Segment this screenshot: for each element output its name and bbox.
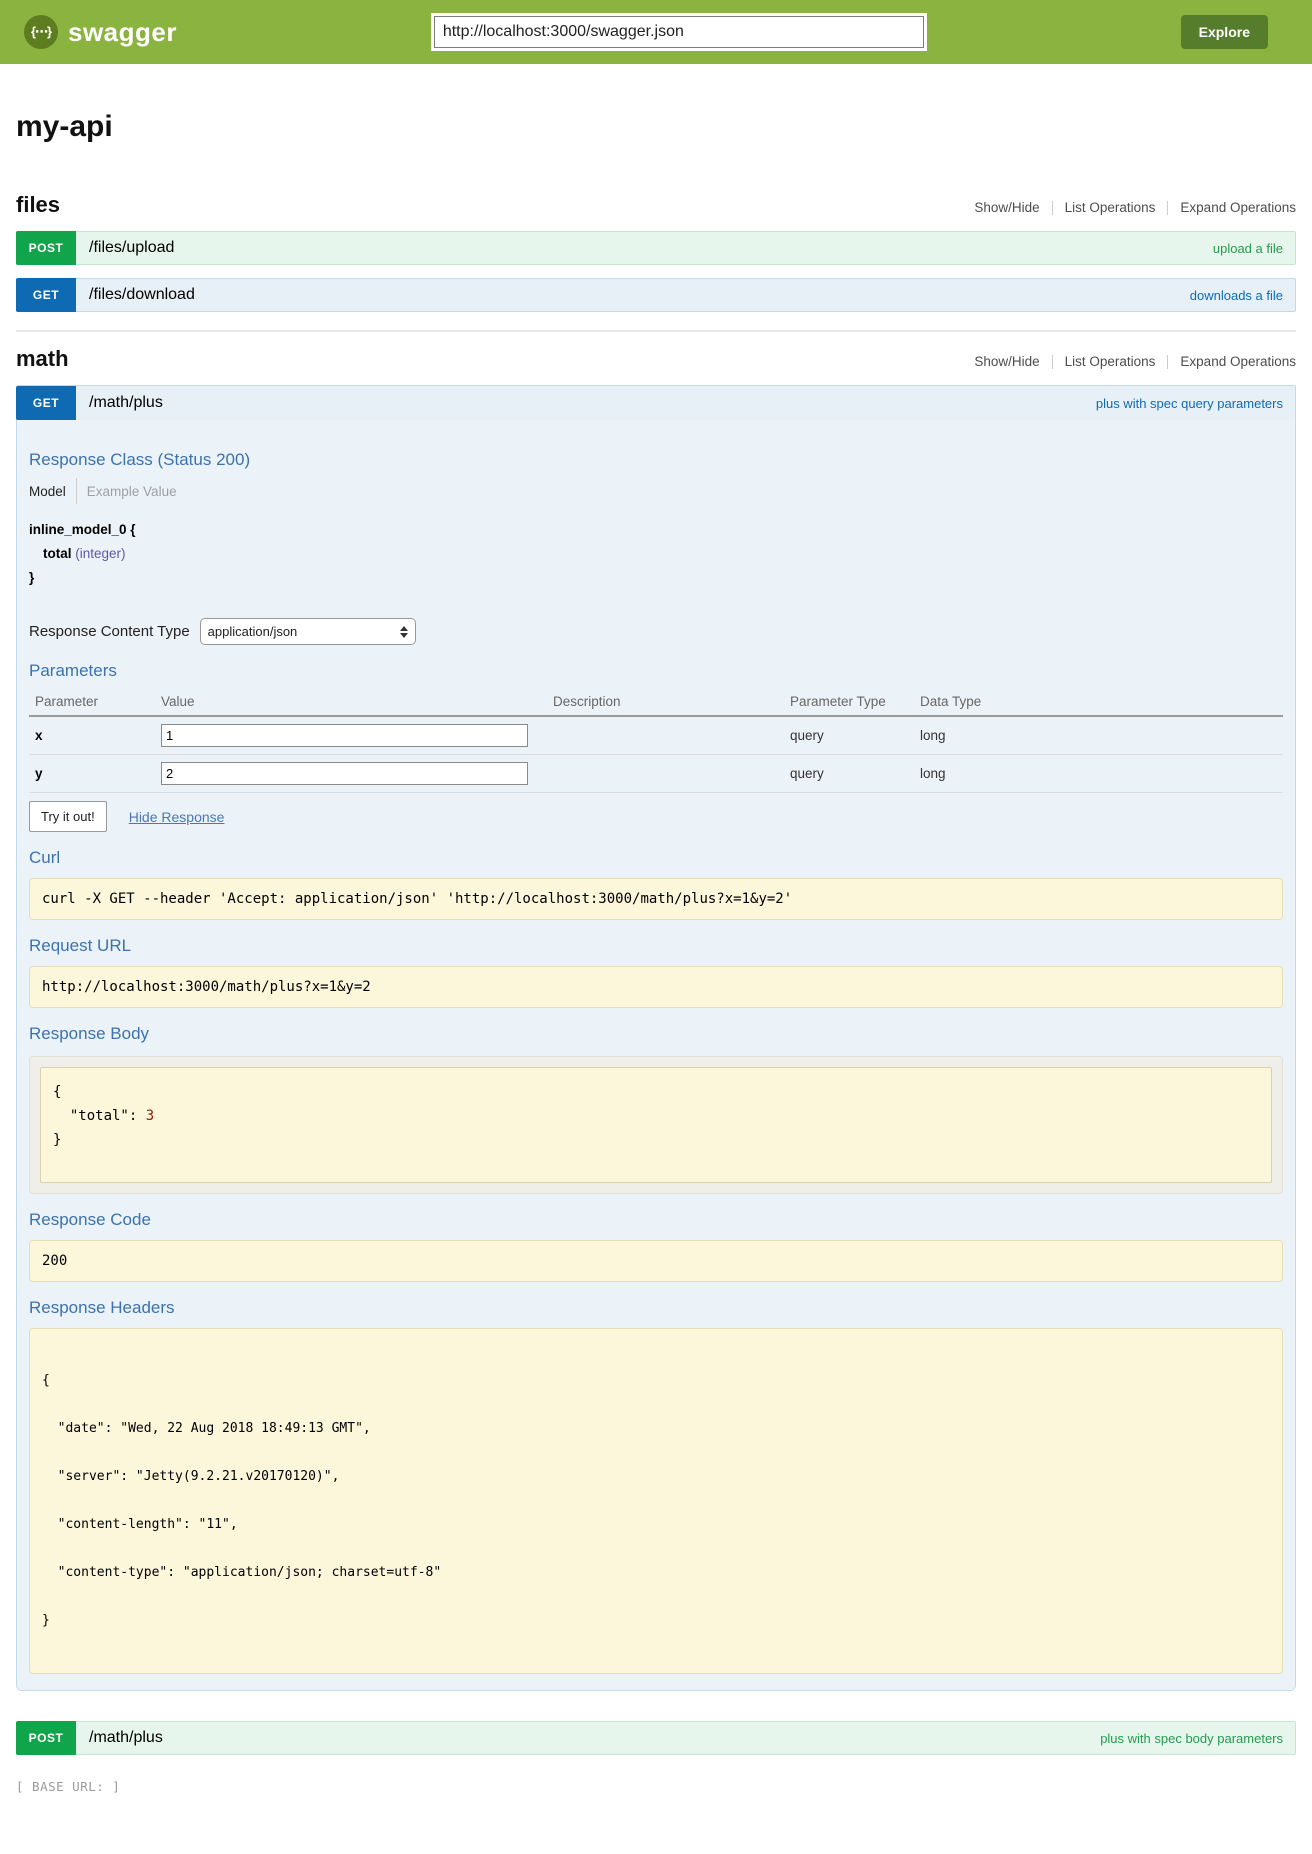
tab-example-value[interactable]: Example Value bbox=[86, 483, 177, 499]
endpoint-summary[interactable]: plus with spec query parameters bbox=[1095, 395, 1283, 411]
parameter-name: y bbox=[35, 766, 43, 781]
response-content-type-label: Response Content Type bbox=[29, 623, 190, 640]
expand-operations-link[interactable]: Expand Operations bbox=[1180, 200, 1296, 215]
model-signature: inline_model_0 { total (integer) } bbox=[29, 518, 1283, 590]
hide-response-link[interactable]: Hide Response bbox=[128, 808, 225, 825]
selected-content-type: application/json bbox=[207, 624, 298, 639]
show-hide-link[interactable]: Show/Hide bbox=[974, 200, 1040, 215]
operation-content: Response Class (Status 200) Model Exampl… bbox=[17, 420, 1295, 1690]
endpoint-path[interactable]: /math/plus bbox=[89, 394, 163, 411]
parameter-data-type: long bbox=[920, 728, 946, 743]
response-body-json: { "total": 3} bbox=[40, 1067, 1272, 1183]
separator bbox=[1051, 354, 1053, 369]
response-body-heading: Response Body bbox=[29, 1024, 150, 1043]
endpoint-summary[interactable]: plus with spec body parameters bbox=[1100, 1730, 1283, 1746]
parameter-row-y: y query long bbox=[29, 755, 1283, 793]
base-url-footer: [ BASE URL: ] bbox=[16, 1779, 121, 1794]
section-controls-math: Show/Hide List Operations Expand Operati… bbox=[962, 354, 1296, 369]
response-content-type-select[interactable]: application/json bbox=[199, 618, 416, 645]
method-badge-post: POST bbox=[16, 1721, 76, 1755]
parameter-y-input[interactable] bbox=[161, 762, 528, 785]
parameters-header-row: Parameter Value Description Parameter Ty… bbox=[29, 687, 1283, 717]
endpoint-summary[interactable]: downloads a file bbox=[1189, 287, 1283, 303]
request-url-box: http://localhost:3000/math/plus?x=1&y=2 bbox=[29, 966, 1283, 1008]
parameter-row-x: x query long bbox=[29, 717, 1283, 755]
response-class-heading: Response Class (Status 200) bbox=[29, 450, 251, 469]
swagger-braces-icon: {⋯} bbox=[24, 15, 58, 49]
show-hide-link[interactable]: Show/Hide bbox=[974, 354, 1040, 369]
parameter-name: x bbox=[35, 728, 43, 743]
method-badge-get: GET bbox=[16, 386, 76, 420]
model-property-type: (integer) bbox=[75, 546, 126, 561]
parameters-table: Parameter Value Description Parameter Ty… bbox=[29, 687, 1283, 793]
parameter-type: query bbox=[790, 766, 824, 781]
model-property-name: total bbox=[43, 546, 72, 561]
endpoint-path[interactable]: /files/upload bbox=[89, 239, 175, 256]
parameter-data-type: long bbox=[920, 766, 946, 781]
model-close: } bbox=[29, 570, 35, 585]
parameter-type: query bbox=[790, 728, 824, 743]
endpoint-summary[interactable]: upload a file bbox=[1212, 240, 1283, 256]
select-updown-arrows-icon bbox=[399, 625, 408, 638]
section-files: files Show/Hide List Operations Expand O… bbox=[16, 192, 1296, 312]
parameters-heading: Parameters bbox=[29, 661, 117, 680]
swagger-logo[interactable]: {⋯} swagger bbox=[24, 15, 177, 49]
method-badge-get: GET bbox=[16, 278, 76, 312]
section-divider bbox=[16, 330, 1296, 332]
separator bbox=[75, 478, 77, 504]
method-badge-post: POST bbox=[16, 231, 76, 265]
curl-heading: Curl bbox=[29, 848, 61, 867]
tab-model[interactable]: Model bbox=[29, 483, 66, 499]
api-title: my-api bbox=[16, 110, 113, 143]
response-body-container: { "total": 3} bbox=[29, 1056, 1283, 1194]
section-controls-files: Show/Hide List Operations Expand Operati… bbox=[962, 200, 1296, 215]
section-title-math[interactable]: math bbox=[16, 346, 69, 371]
model-tabs: Model Example Value bbox=[29, 478, 1283, 504]
operation-get-math-plus: GET /math/plus plus with spec query para… bbox=[16, 385, 1296, 1691]
response-headers-heading: Response Headers bbox=[29, 1298, 175, 1317]
list-operations-link[interactable]: List Operations bbox=[1064, 200, 1156, 215]
endpoint-row-get-math-plus[interactable]: GET /math/plus plus with spec query para… bbox=[16, 386, 1295, 420]
json-number-value: 3 bbox=[145, 1108, 155, 1124]
separator bbox=[1167, 200, 1169, 215]
response-code-box: 200 bbox=[29, 1240, 1283, 1282]
separator bbox=[1051, 200, 1053, 215]
try-it-out-button[interactable]: Try it out! bbox=[29, 801, 107, 832]
response-code-heading: Response Code bbox=[29, 1210, 151, 1229]
request-url-heading: Request URL bbox=[29, 936, 132, 955]
spec-url-input[interactable] bbox=[433, 16, 924, 48]
swagger-logo-text: swagger bbox=[68, 16, 177, 47]
expand-operations-link[interactable]: Expand Operations bbox=[1180, 354, 1296, 369]
separator bbox=[1167, 354, 1169, 369]
response-headers-box: { "date": "Wed, 22 Aug 2018 18:49:13 GMT… bbox=[29, 1328, 1283, 1674]
section-title-files[interactable]: files bbox=[16, 192, 61, 217]
endpoint-path[interactable]: /files/download bbox=[89, 286, 195, 303]
section-math: math Show/Hide List Operations Expand Op… bbox=[16, 346, 1296, 1755]
model-open: inline_model_0 { bbox=[29, 522, 136, 537]
explore-button[interactable]: Explore bbox=[1180, 15, 1268, 49]
endpoint-row-post-files-upload[interactable]: POST /files/upload upload a file bbox=[16, 231, 1296, 265]
top-navbar: {⋯} swagger Explore bbox=[0, 0, 1312, 64]
curl-command-box: curl -X GET --header 'Accept: applicatio… bbox=[29, 878, 1283, 920]
parameter-x-input[interactable] bbox=[161, 724, 528, 747]
endpoint-row-post-math-plus[interactable]: POST /math/plus plus with spec body para… bbox=[16, 1721, 1296, 1755]
endpoint-path[interactable]: /math/plus bbox=[89, 1729, 163, 1746]
list-operations-link[interactable]: List Operations bbox=[1064, 354, 1156, 369]
endpoint-row-get-files-download[interactable]: GET /files/download downloads a file bbox=[16, 278, 1296, 312]
